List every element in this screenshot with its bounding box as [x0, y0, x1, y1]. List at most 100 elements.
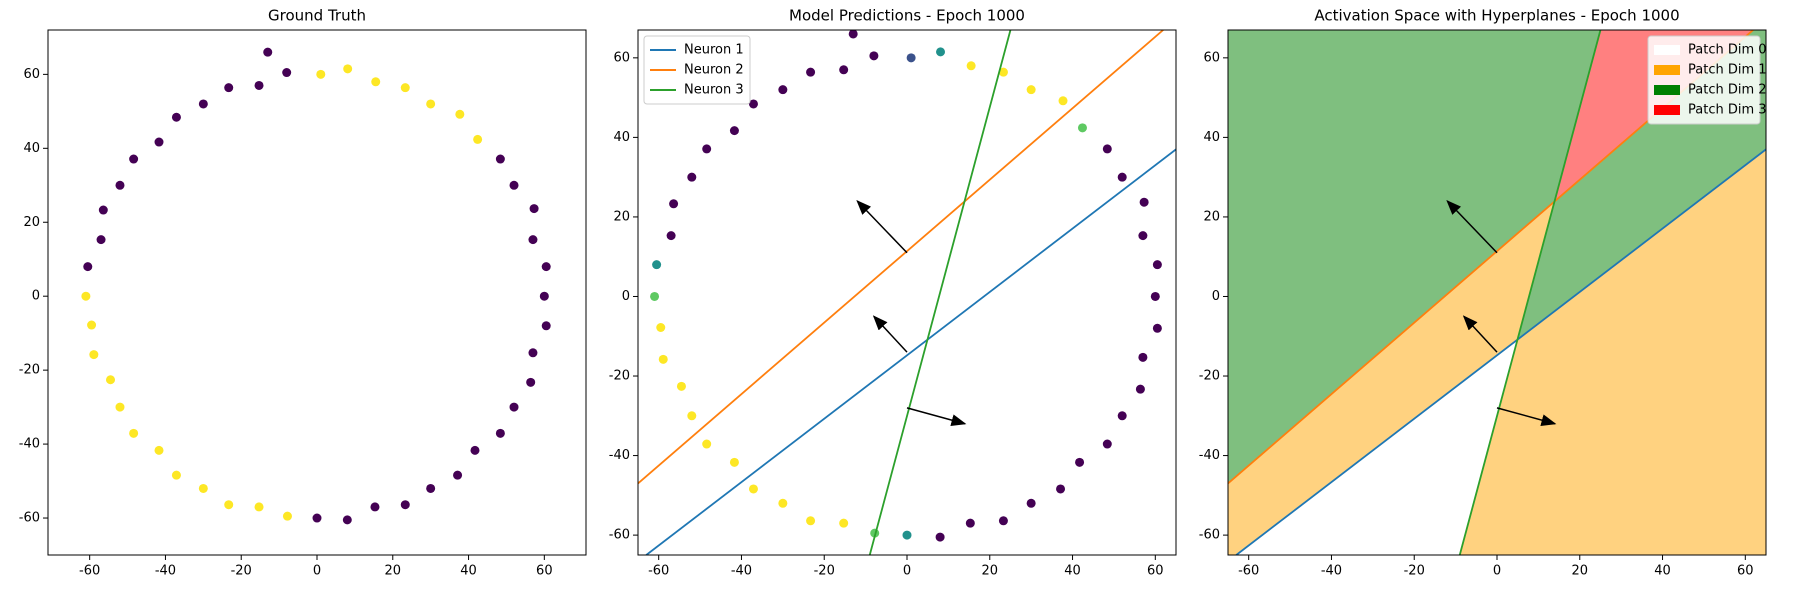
point	[848, 30, 858, 39]
x-tick-label: -60	[1238, 564, 1259, 579]
point	[650, 291, 660, 301]
x-tick-label: 20	[981, 564, 998, 579]
point	[106, 375, 116, 385]
point	[470, 445, 480, 455]
point	[171, 112, 181, 122]
point	[129, 154, 139, 164]
point	[426, 99, 436, 109]
point	[1102, 144, 1112, 154]
point	[254, 502, 264, 512]
point	[965, 518, 975, 528]
point	[676, 381, 686, 391]
point	[171, 470, 181, 480]
point	[371, 77, 381, 87]
y-tick-label: 20	[613, 209, 630, 224]
point	[198, 483, 208, 493]
normal-arrow	[1496, 407, 1557, 426]
x-tick-label: 40	[1654, 564, 1671, 579]
normal-arrow	[906, 407, 967, 426]
y-tick-label: -60	[19, 511, 40, 526]
legend-swatch	[1654, 65, 1680, 75]
point	[98, 205, 108, 215]
x-tick-label: 40	[460, 564, 477, 579]
y-tick-label: 40	[23, 141, 40, 156]
legend-box	[643, 35, 751, 105]
y-tick-label: 0	[622, 289, 630, 304]
point	[282, 511, 292, 521]
y-tick-label: 60	[23, 67, 40, 82]
y-tick-label: 60	[613, 50, 630, 65]
x-tick-label: -60	[79, 564, 100, 579]
legend-label: Patch Dim 1	[1688, 63, 1767, 78]
y-tick-label: -60	[609, 528, 630, 543]
y-tick-label: 0	[1212, 289, 1220, 304]
legend-swatch	[1654, 85, 1680, 95]
point	[541, 321, 551, 331]
normal-arrow	[1446, 199, 1498, 254]
point	[1150, 291, 1160, 301]
point	[1117, 172, 1127, 182]
legend-label: Neuron 3	[684, 83, 744, 98]
point	[1152, 260, 1162, 270]
x-tick-label: 60	[1147, 564, 1164, 579]
point	[778, 85, 788, 95]
hyperplane-line	[1235, 148, 1766, 555]
point	[1026, 85, 1036, 95]
point	[1056, 484, 1066, 494]
normal-arrow	[1462, 315, 1498, 353]
y-tick-label: 0	[32, 289, 40, 304]
y-tick-label: -40	[609, 448, 630, 463]
point	[528, 348, 538, 358]
point	[83, 262, 93, 272]
legend-label: Neuron 2	[684, 63, 744, 78]
point	[702, 144, 712, 154]
point	[936, 47, 946, 57]
point	[400, 500, 410, 510]
x-tick-label: -20	[1404, 564, 1425, 579]
hyperplane-line	[1458, 30, 1602, 555]
x-tick-label: -40	[731, 564, 752, 579]
point	[806, 516, 816, 526]
x-tick-label: -40	[155, 564, 176, 579]
point	[702, 439, 712, 449]
point	[839, 65, 849, 75]
point	[495, 428, 505, 438]
y-tick-label: 20	[23, 215, 40, 230]
point	[1102, 439, 1112, 449]
point	[129, 428, 139, 438]
point	[509, 402, 519, 412]
point	[1139, 197, 1149, 207]
point	[748, 484, 758, 494]
point	[426, 483, 436, 493]
point	[1138, 231, 1148, 241]
point	[526, 377, 536, 387]
hyperplane-line	[638, 30, 1164, 485]
y-tick-label: 40	[613, 130, 630, 145]
point	[1152, 323, 1162, 333]
y-tick-label: 60	[1203, 50, 1220, 65]
point	[729, 126, 739, 136]
point	[528, 235, 538, 245]
legend-label: Patch Dim 3	[1688, 103, 1767, 118]
point	[1117, 411, 1127, 421]
point	[652, 260, 662, 270]
y-tick-label: -60	[1199, 528, 1220, 543]
plot-area	[81, 47, 551, 525]
legend-swatch	[1654, 45, 1680, 55]
y-tick-label: -40	[1199, 448, 1220, 463]
point	[282, 68, 292, 78]
y-tick-label: -20	[609, 369, 630, 384]
legend-label: Patch Dim 2	[1688, 83, 1767, 98]
point	[473, 134, 483, 144]
point	[998, 67, 1008, 77]
point	[806, 67, 816, 77]
hyperplane-line	[868, 30, 1012, 555]
x-tick-label: -20	[231, 564, 252, 579]
point	[539, 291, 549, 301]
point	[998, 516, 1008, 526]
title: Activation Space with Hyperplanes - Epoc…	[1314, 7, 1679, 25]
title: Model Predictions - Epoch 1000	[789, 7, 1025, 25]
point	[370, 502, 380, 512]
point	[906, 53, 916, 63]
legend-swatch	[1654, 105, 1680, 115]
